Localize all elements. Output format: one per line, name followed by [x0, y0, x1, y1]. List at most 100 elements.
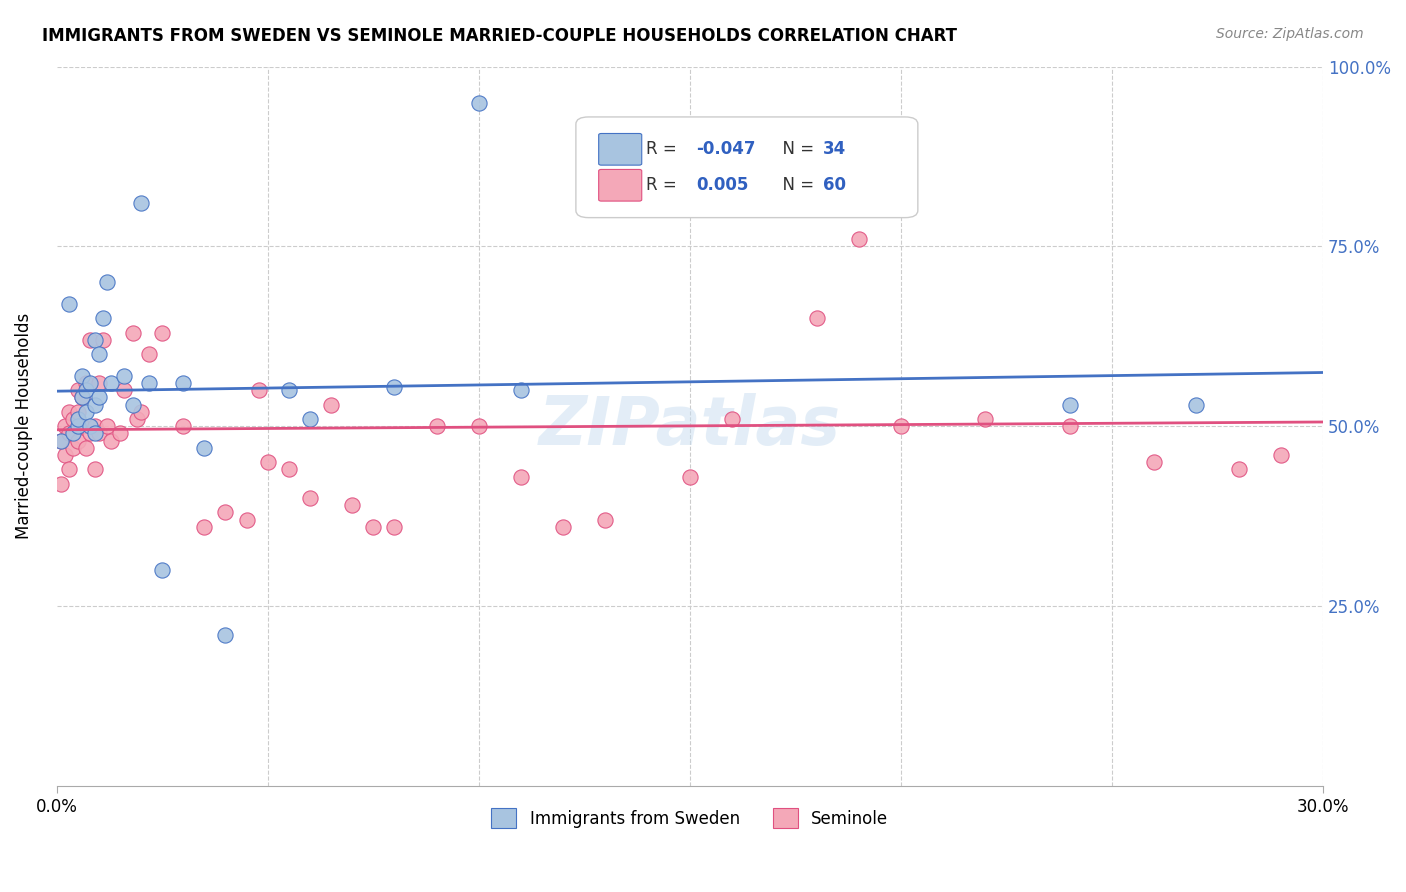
Point [83, 426, 105, 441]
Point [100, 376, 122, 390]
Point [138, 347, 160, 361]
Point [70, 391, 93, 405]
Point [468, 419, 491, 434]
Point [79, 376, 101, 390]
Point [553, 520, 575, 534]
Text: -0.047: -0.047 [696, 140, 755, 158]
Point [1143, 455, 1166, 469]
Point [83, 419, 105, 434]
Legend: Immigrants from Sweden, Seminole: Immigrants from Sweden, Seminole [485, 801, 896, 835]
Point [319, 398, 342, 412]
Point [1059, 419, 1081, 434]
Point [235, 513, 257, 527]
Point [193, 520, 215, 534]
Point [1227, 462, 1250, 476]
Point [890, 419, 912, 434]
Point [1270, 448, 1292, 462]
Point [112, 383, 135, 397]
Point [361, 520, 384, 534]
Point [150, 326, 173, 340]
Point [277, 462, 299, 476]
Point [510, 469, 533, 483]
Text: R =: R = [645, 177, 686, 194]
Point [382, 520, 405, 534]
Point [87, 391, 110, 405]
Point [62, 441, 84, 455]
Point [214, 506, 236, 520]
Point [49, 434, 72, 448]
FancyBboxPatch shape [599, 169, 641, 201]
Point [138, 376, 160, 390]
Point [83, 462, 105, 476]
Point [58, 297, 80, 311]
Point [66, 419, 89, 434]
Point [510, 383, 533, 397]
Point [382, 379, 405, 393]
Point [247, 383, 270, 397]
Point [75, 383, 97, 397]
Text: 0.005: 0.005 [696, 177, 748, 194]
Point [70, 391, 93, 405]
Point [112, 368, 135, 383]
Point [75, 441, 97, 455]
Point [721, 412, 744, 426]
Point [129, 405, 152, 419]
Point [298, 412, 321, 426]
Point [468, 95, 491, 110]
Point [91, 333, 114, 347]
Y-axis label: Married-couple Households: Married-couple Households [15, 313, 32, 540]
Text: N =: N = [772, 177, 820, 194]
Point [87, 376, 110, 390]
Point [58, 462, 80, 476]
Point [49, 476, 72, 491]
Point [96, 419, 118, 434]
Point [58, 426, 80, 441]
Point [108, 426, 131, 441]
Point [58, 405, 80, 419]
Point [763, 175, 786, 189]
Text: R =: R = [645, 140, 682, 158]
Point [848, 232, 870, 246]
Point [87, 426, 110, 441]
Point [129, 196, 152, 211]
Text: ZIPatlas: ZIPatlas [538, 393, 841, 459]
Point [806, 311, 828, 326]
Point [193, 441, 215, 455]
Point [256, 455, 278, 469]
Point [125, 412, 148, 426]
Point [70, 419, 93, 434]
Point [298, 491, 321, 505]
Point [66, 405, 89, 419]
Point [79, 333, 101, 347]
Point [340, 498, 363, 512]
Point [100, 434, 122, 448]
Point [150, 563, 173, 577]
Point [66, 434, 89, 448]
Point [75, 376, 97, 390]
Point [172, 376, 194, 390]
Point [62, 412, 84, 426]
Point [974, 412, 997, 426]
Text: 34: 34 [823, 140, 846, 158]
Point [595, 513, 617, 527]
Point [75, 405, 97, 419]
Point [83, 333, 105, 347]
Point [53, 448, 76, 462]
Point [121, 326, 143, 340]
Text: 60: 60 [823, 177, 846, 194]
Point [79, 419, 101, 434]
Point [62, 426, 84, 441]
Point [49, 434, 72, 448]
FancyBboxPatch shape [599, 134, 641, 165]
Point [679, 469, 702, 483]
Text: Source: ZipAtlas.com: Source: ZipAtlas.com [1216, 27, 1364, 41]
Point [214, 628, 236, 642]
FancyBboxPatch shape [576, 117, 918, 218]
Point [121, 398, 143, 412]
Point [1059, 398, 1081, 412]
Text: IMMIGRANTS FROM SWEDEN VS SEMINOLE MARRIED-COUPLE HOUSEHOLDS CORRELATION CHART: IMMIGRANTS FROM SWEDEN VS SEMINOLE MARRI… [42, 27, 957, 45]
Point [96, 276, 118, 290]
Point [70, 368, 93, 383]
Point [1185, 398, 1208, 412]
Point [79, 426, 101, 441]
